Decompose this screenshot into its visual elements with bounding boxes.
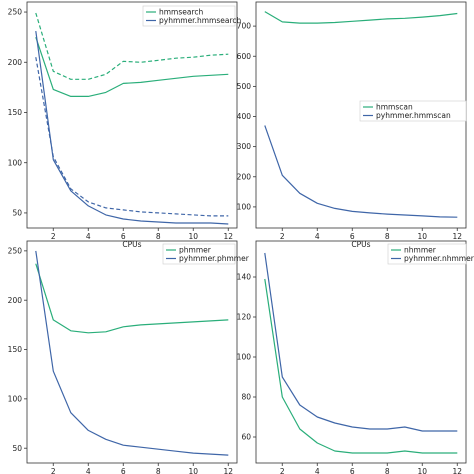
- x-tick-label: 2: [51, 232, 56, 241]
- y-tick-label: 150: [8, 108, 23, 117]
- y-tick-label: 100: [8, 158, 23, 167]
- chart-panel-1: 2 4 6 8 10 12 50 100 150 200 250 CPUs hmmsearchpyhmm…: [8, 1, 241, 249]
- x-axis-label: CPUs: [122, 240, 141, 249]
- x-tick-label: 6: [121, 467, 126, 474]
- legend-box: [162, 243, 236, 265]
- x-tick-label: 12: [452, 467, 462, 474]
- x-tick-label: 6: [350, 467, 355, 474]
- y-tick-label: 100: [8, 394, 23, 403]
- x-tick-label: 10: [417, 467, 427, 474]
- y-tick-label: 150: [8, 345, 23, 354]
- x-axis-label: CPUs: [351, 240, 370, 249]
- chart-panel-2: 2 4 6 8 10 12 100 200 300 400 500 600 700 CPUs hmmscan…: [237, 1, 467, 249]
- y-tick-label: 50: [12, 444, 22, 453]
- y-tick-label: 700: [237, 22, 252, 31]
- y-tick-label: 140: [237, 273, 252, 282]
- x-tick-label: 2: [51, 467, 56, 474]
- y-tick-label: 200: [8, 296, 23, 305]
- y-tick-label: 600: [237, 52, 252, 61]
- series-line-hmmsearch: [35, 37, 229, 98]
- x-tick-label: 6: [121, 232, 126, 241]
- legend-box: [359, 100, 467, 122]
- x-tick-label: 2: [280, 467, 285, 474]
- plot-frame: [255, 240, 467, 464]
- y-tick-label: 400: [237, 112, 252, 121]
- x-tick-label: 12: [452, 232, 462, 241]
- series-line-pyhmmer-phmmer: [35, 250, 229, 456]
- y-tick-label: 100: [237, 203, 252, 212]
- x-tick-label: 8: [385, 467, 390, 474]
- x-tick-label: 2: [280, 232, 285, 241]
- y-tick-label: 120: [237, 313, 252, 322]
- x-tick-label: 10: [188, 232, 198, 241]
- plot-frame: [26, 1, 238, 229]
- legend-label: phmmer: [179, 246, 212, 255]
- series-line-nhmmer: [264, 278, 458, 454]
- series-line-phmmer: [35, 263, 229, 334]
- legend-label: pyhmmer.hmmsearch: [159, 16, 241, 25]
- x-tick-label: 8: [385, 232, 390, 241]
- series-line-pyhmmer-hmmsearch-dashed: [35, 57, 229, 217]
- y-tick-label: 500: [237, 82, 252, 91]
- x-tick-label: 12: [223, 232, 233, 241]
- x-tick-label: 8: [156, 467, 161, 474]
- plot-frame: [26, 240, 238, 464]
- series-line-pyhmmer-hmmscan: [264, 125, 458, 218]
- legend-label: pyhmmer.nhmmer: [404, 254, 474, 263]
- x-tick-label: 4: [86, 232, 91, 241]
- y-tick-label: 60: [241, 433, 251, 442]
- series-line-hmmsearch-dashed: [35, 12, 229, 80]
- legend-label: nhmmer: [404, 246, 437, 255]
- x-tick-label: 6: [350, 232, 355, 241]
- legend-box: [142, 5, 236, 27]
- y-tick-label: 200: [8, 58, 23, 67]
- y-tick-label: 250: [8, 8, 23, 17]
- series-line-pyhmmer-nhmmer: [264, 252, 458, 432]
- y-tick-label: 80: [241, 393, 251, 402]
- legend-label: hmmscan: [376, 103, 413, 112]
- series-line-pyhmmer-hmmsearch: [35, 31, 229, 225]
- series-line-hmmscan: [264, 11, 458, 24]
- x-tick-label: 10: [417, 232, 427, 241]
- x-tick-label: 4: [315, 232, 320, 241]
- x-tick-label: 4: [315, 467, 320, 474]
- legend-label: pyhmmer.hmmscan: [376, 111, 451, 120]
- legend-label: pyhmmer.phmmer: [179, 254, 250, 263]
- y-tick-label: 200: [237, 172, 252, 181]
- chart-panel-3: 2 4 6 8 10 12 50 100 150 200 250 CPUs phmmerpyhmmer.…: [8, 240, 250, 474]
- y-tick-label: 100: [237, 353, 252, 362]
- legend-label: hmmsearch: [159, 8, 204, 17]
- x-tick-label: 10: [188, 467, 198, 474]
- legend-box: [387, 243, 467, 265]
- x-tick-label: 4: [86, 467, 91, 474]
- y-tick-label: 250: [8, 246, 23, 255]
- x-tick-label: 8: [156, 232, 161, 241]
- y-tick-label: 50: [12, 209, 22, 218]
- chart-panel-4: 2 4 6 8 10 12 60 80 100 120 140 CPUs nhmmerpyhmmer.n…: [237, 240, 474, 474]
- x-tick-label: 12: [223, 467, 233, 474]
- y-tick-label: 300: [237, 142, 252, 151]
